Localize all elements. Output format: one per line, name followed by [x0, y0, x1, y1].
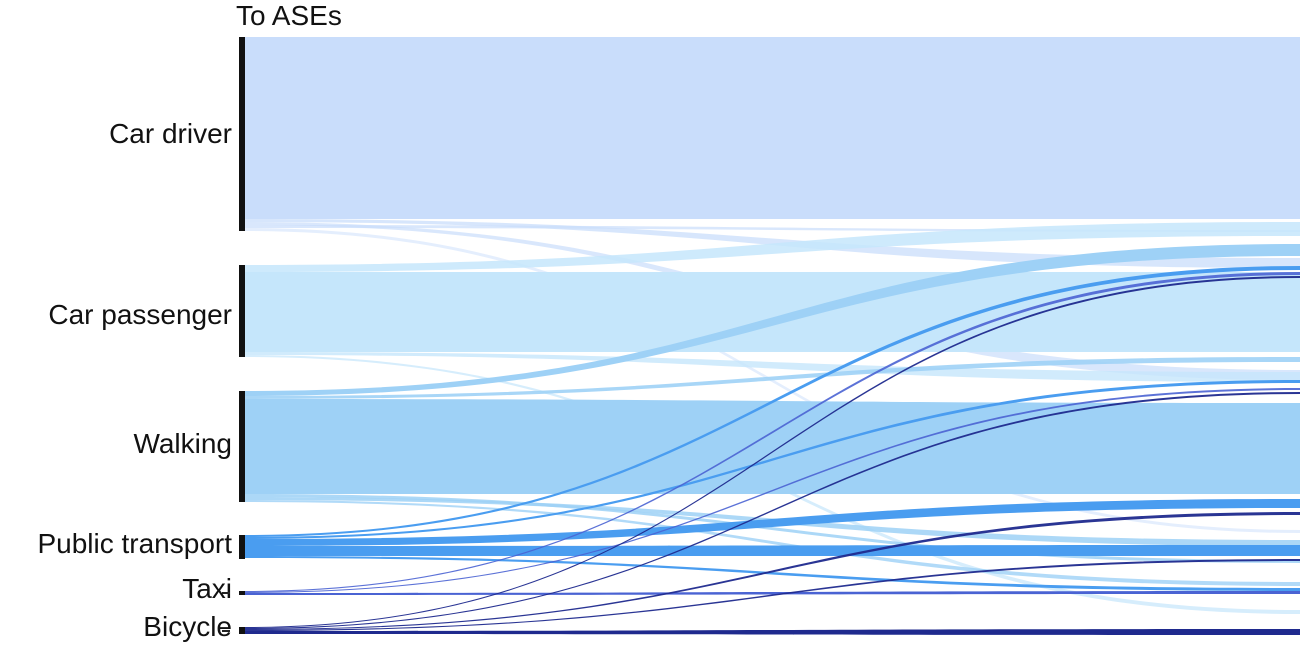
axis-bar-public-transport: [239, 535, 245, 559]
flow-walking: [244, 244, 1300, 396]
flow-public-transport: [244, 556, 1300, 591]
flow-car-passenger: [244, 272, 1300, 352]
flow-public-transport: [244, 380, 1300, 539]
axis-bar-taxi: [239, 591, 245, 595]
flow-taxi: [244, 388, 1300, 593]
flow-taxi: [244, 591, 1300, 595]
bicycle-tick: [222, 630, 230, 632]
category-label-taxi: Taxi: [182, 573, 232, 604]
axis-bar-car-driver: [239, 37, 245, 231]
category-label-walking: Walking: [133, 428, 232, 459]
flow-taxi: [244, 272, 1300, 592]
flow-walking: [244, 399, 1300, 494]
flow-walking: [244, 357, 1300, 399]
flow-bicycle: [244, 392, 1300, 629]
column-title: To ASEs: [236, 0, 342, 31]
category-label-public-transport: Public transport: [37, 528, 232, 559]
category-label-bicycle: Bicycle: [143, 611, 232, 642]
category-label-car-passenger: Car passenger: [48, 299, 232, 330]
axis-bar-walking: [239, 391, 245, 502]
flow-car-passenger: [244, 352, 1300, 382]
flow-public-transport: [244, 545, 1300, 556]
flow-public-transport: [244, 266, 1300, 537]
taxi-tick: [222, 592, 230, 594]
axis-bar-car-passenger: [239, 265, 245, 357]
flow-bicycle: [244, 512, 1300, 630]
flow-bicycle: [244, 559, 1300, 631]
flow-bicycle: [244, 629, 1300, 635]
flow-car-driver: [244, 37, 1300, 219]
flow-public-transport: [244, 499, 1300, 546]
flow-walking: [244, 494, 1300, 563]
category-label-car-driver: Car driver: [109, 118, 232, 149]
flow-car-passenger: [244, 222, 1300, 272]
flow-walking: [244, 500, 1300, 586]
axis-bar-bicycle: [239, 627, 245, 634]
flow-bicycle: [244, 276, 1300, 628]
